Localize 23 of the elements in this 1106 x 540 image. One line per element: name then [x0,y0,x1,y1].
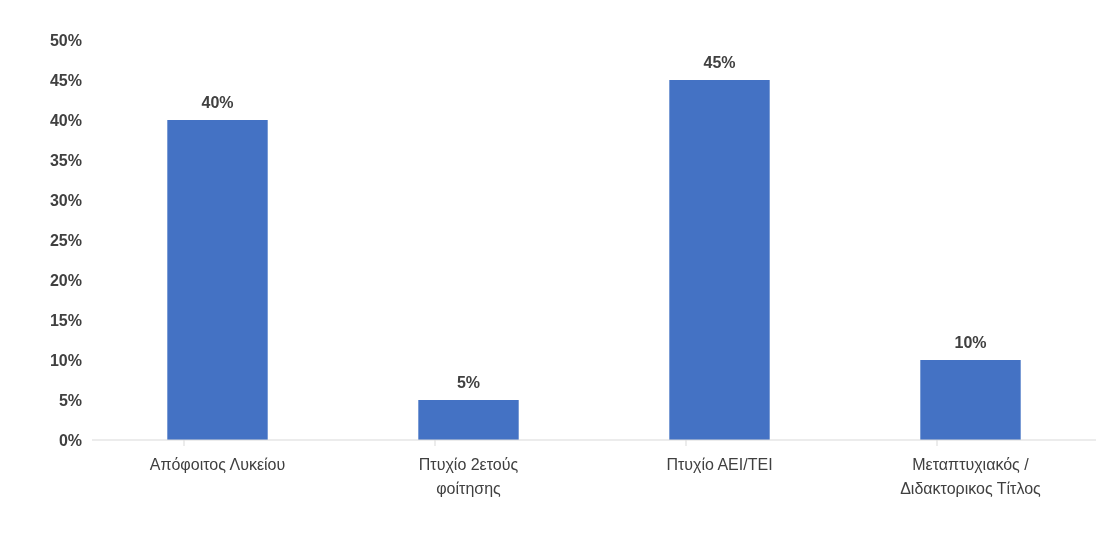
x-tick-label: Πτυχίο ΑΕΙ/ΤΕΙ [666,456,773,473]
bar [920,360,1021,440]
y-tick-label: 40% [49,111,82,129]
y-tick-label: 50% [49,31,82,49]
data-label: 40% [201,94,234,111]
bar [167,120,268,440]
data-label: 5% [456,374,481,391]
y-tick-label: 20% [49,271,82,289]
bar [418,400,519,440]
bar [669,80,770,440]
y-tick-label: 15% [49,311,82,329]
y-tick-label: 25% [49,231,82,249]
x-tick-label: Απόφοιτος Λυκείου [149,456,286,473]
y-tick-label: 35% [49,151,82,169]
x-tick-label: Μεταπτυχιακός / Διδακτορικος Τίτλος [900,456,1042,497]
x-tick-label: Πτυχίο 2ετούς φοίτησης [418,456,519,497]
y-tick-label: 30% [49,191,82,209]
y-tick-label: 45% [49,71,82,89]
data-label: 45% [703,54,736,71]
y-tick-label: 10% [49,351,82,369]
data-label: 10% [954,334,987,351]
y-tick-label: 0% [58,431,82,449]
y-tick-label: 5% [58,391,82,409]
